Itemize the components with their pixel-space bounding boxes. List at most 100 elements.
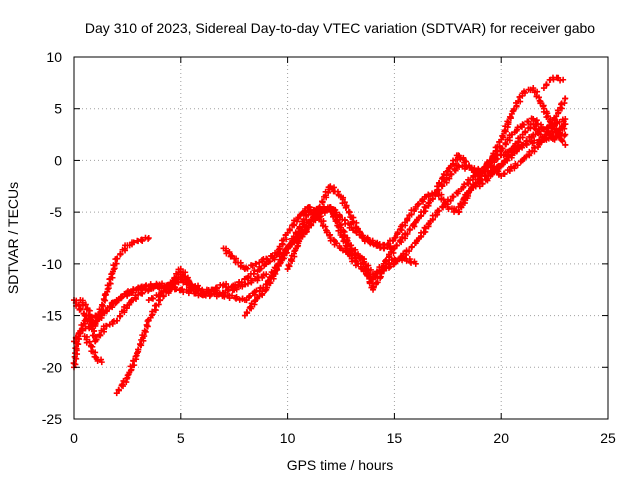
x-tick-label: 20	[493, 430, 509, 446]
data-point-interp	[130, 239, 137, 246]
data-point-interp	[503, 157, 510, 164]
data-point-interp	[138, 342, 145, 349]
data-point-interp	[114, 255, 121, 262]
data-point-interp	[446, 175, 453, 182]
data-point-interp	[513, 127, 520, 134]
data-point	[156, 281, 163, 288]
y-tick-label: 5	[54, 101, 62, 117]
data-point-interp	[285, 245, 292, 252]
data-point-interp	[128, 296, 135, 303]
data-point-interp	[520, 121, 527, 128]
data-point	[562, 141, 569, 148]
data-point-interp	[545, 125, 552, 132]
data-point-interp	[266, 278, 273, 285]
data-point-interp	[361, 238, 368, 245]
data-point-interp	[116, 312, 123, 319]
data-point-interp	[404, 230, 411, 237]
data-point-interp	[354, 260, 361, 267]
data-point-interp	[99, 301, 106, 308]
data-point-interp	[330, 212, 337, 219]
chart-title: Day 310 of 2023, Sidereal Day-to-day VTE…	[85, 20, 595, 36]
data-point-interp	[392, 256, 399, 263]
data-point-interp	[333, 240, 340, 247]
data-point-interp	[393, 242, 400, 249]
data-point-interp	[143, 321, 150, 328]
data-point-interp	[346, 247, 353, 254]
x-tick-label: 25	[600, 430, 616, 446]
data-point-interp	[413, 217, 420, 224]
data-point-interp	[520, 142, 527, 149]
data-point-interp	[296, 238, 303, 245]
y-tick-label: 0	[54, 152, 62, 168]
x-tick-label: 15	[387, 430, 403, 446]
data-point	[412, 260, 419, 267]
y-tick-label: -15	[42, 308, 62, 324]
data-point-interp	[440, 171, 447, 178]
data-point-interp	[93, 336, 100, 343]
data-point-interp	[523, 137, 530, 144]
data-point-interp	[457, 200, 464, 207]
data-point-interp	[403, 257, 410, 264]
data-point-interp	[111, 265, 118, 272]
data-point-interp	[404, 216, 411, 223]
data-point-interp	[406, 248, 413, 255]
data-point-interp	[383, 256, 390, 263]
series-track-7	[145, 266, 270, 304]
data-point-interp	[425, 221, 432, 228]
data-point-interp	[86, 307, 93, 314]
data-point-interp	[141, 327, 148, 334]
x-tick-label: 10	[280, 430, 296, 446]
data-point-interp	[467, 177, 474, 184]
data-point-interp	[355, 252, 362, 259]
data-point-interp	[384, 241, 391, 248]
data-point-interp	[264, 256, 271, 263]
series-track-13	[476, 116, 569, 190]
data-point-interp	[77, 306, 84, 313]
series-track-14	[540, 74, 567, 92]
data-point-interp	[262, 287, 269, 294]
data-point-interp	[225, 284, 232, 291]
data-point-interp	[288, 256, 295, 263]
data-point-interp	[205, 288, 212, 295]
data-point-interp	[73, 345, 80, 352]
data-point-interp	[553, 113, 560, 120]
data-point-interp	[253, 260, 260, 267]
data-point-interp	[323, 229, 330, 236]
data-point-interp	[448, 170, 455, 177]
series-track-11	[434, 85, 569, 190]
data-point-interp	[229, 292, 236, 299]
data-point-interp	[493, 148, 500, 155]
data-point-interp	[298, 210, 305, 217]
data-point	[562, 116, 569, 123]
data-point-interp	[450, 193, 457, 200]
x-tick-label: 0	[70, 430, 78, 446]
data-point-interp	[247, 303, 254, 310]
data-point-interp	[550, 76, 557, 83]
data-point-interp	[425, 200, 432, 207]
data-point-interp	[489, 153, 496, 160]
data-point-interp	[544, 113, 551, 120]
data-point-interp	[537, 100, 544, 107]
data-point-interp	[296, 223, 303, 230]
data-point-interp	[88, 313, 95, 320]
data-point-interp	[168, 279, 175, 286]
data-point	[263, 271, 270, 278]
data-point-interp	[251, 267, 258, 274]
data-point-interp	[350, 214, 357, 221]
data-point-interp	[264, 284, 271, 291]
data-point-interp	[436, 179, 443, 186]
data-point	[98, 359, 105, 366]
data-point	[562, 131, 569, 138]
data-point-interp	[479, 180, 486, 187]
data-point-interp	[460, 184, 467, 191]
data-point-interp	[233, 293, 240, 300]
data-point-interp	[514, 162, 521, 169]
data-point	[562, 95, 569, 102]
data-point-interp	[86, 338, 93, 345]
data-point-interp	[522, 129, 529, 136]
data-point-interp	[325, 189, 332, 196]
data-point-interp	[286, 226, 293, 233]
data-point-interp	[275, 246, 282, 253]
y-tick-label: -20	[42, 359, 62, 375]
data-point-interp	[377, 244, 384, 251]
